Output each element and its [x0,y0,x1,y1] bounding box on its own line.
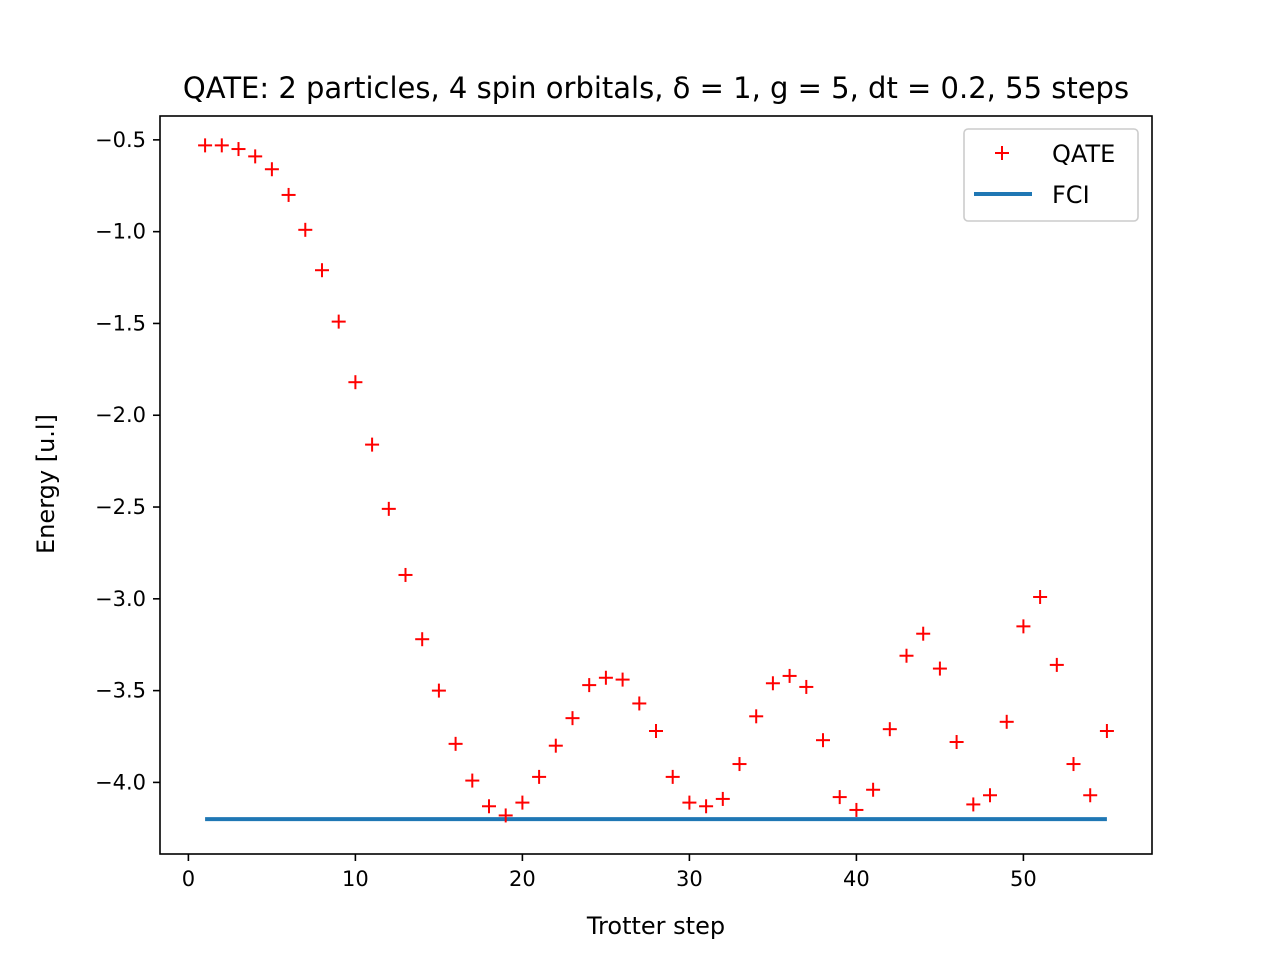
qate-point [298,222,313,237]
qate-point [198,138,213,153]
y-tick-label: −3.0 [95,587,146,611]
qate-point [481,799,496,814]
qate-point [983,788,998,803]
qate-point [732,757,747,772]
legend-marker-qate [995,146,1009,160]
x-tick-label: 30 [676,867,703,891]
qate-point [649,724,663,738]
qate-point [866,782,881,797]
legend-label-qate: QATE [1052,140,1115,168]
qate-point [665,769,680,784]
qate-point [899,648,914,663]
legend-label-fci: FCI [1052,181,1090,209]
x-axis-label: Trotter step [586,912,725,940]
qate-point [398,567,413,582]
qate-point [431,683,446,698]
x-tick-label: 50 [1010,867,1037,891]
qate-point [548,738,563,753]
qate-point [682,795,697,810]
qate-point [949,735,964,750]
qate-point [415,632,430,647]
qate-point [699,799,714,814]
qate-point [248,149,263,164]
qate-point [782,668,797,683]
qate-point [1049,657,1064,672]
qate-point [381,501,396,516]
qate-point [1099,724,1114,738]
qate-point [264,162,279,177]
qate-point [281,187,296,202]
qate-point [448,736,463,751]
qate-point [565,711,580,726]
x-tick-label: 0 [182,867,195,891]
qate-point [765,676,780,691]
y-axis: −0.5 −1.0 −1.5 −2.0 −2.5 −3.0 −3.5 −4.0 [95,128,160,794]
qate-point [331,314,346,329]
qate-series [198,138,1114,823]
qate-point [715,791,730,806]
qate-point [314,263,329,278]
qate-point [832,790,847,805]
chart-title: QATE: 2 particles, 4 spin orbitals, δ = … [183,71,1129,105]
qate-point [999,714,1014,729]
qate-point [465,773,480,788]
y-tick-label: −2.5 [95,495,146,519]
qate-point [1016,619,1031,634]
legend: QATE FCI [963,128,1139,222]
x-tick-label: 20 [509,867,536,891]
y-tick-label: −0.5 [95,128,146,152]
qate-point [966,797,981,812]
qate-point [932,661,947,676]
plot-frame [159,115,1153,855]
qate-point [632,696,647,711]
x-tick-label: 40 [843,867,870,891]
qate-point [1033,589,1048,604]
qate-point [515,795,530,810]
qate-point [1083,788,1098,803]
qate-point [1066,757,1081,772]
qate-point [498,808,513,823]
qate-point [816,733,831,748]
qate-point [799,679,814,694]
qate-point [582,678,597,693]
qate-point [882,722,897,737]
y-tick-label: −4.0 [95,770,146,794]
y-tick-label: −3.5 [95,679,146,703]
x-tick-label: 10 [342,867,369,891]
qate-point [615,672,630,687]
x-axis: 0 10 20 30 40 50 [182,854,1037,891]
qate-point [598,670,613,685]
y-tick-label: −1.0 [95,220,146,244]
qate-point [348,375,363,390]
y-axis-label: Energy [u.l] [32,414,60,554]
qate-point [532,769,547,784]
y-tick-label: −2.0 [95,403,146,427]
qate-point [749,709,764,724]
qate-point [231,142,246,157]
qate-point [214,138,229,153]
y-tick-label: −1.5 [95,311,146,335]
qate-point [849,802,864,817]
qate-point [365,437,380,452]
qate-point [916,626,931,641]
